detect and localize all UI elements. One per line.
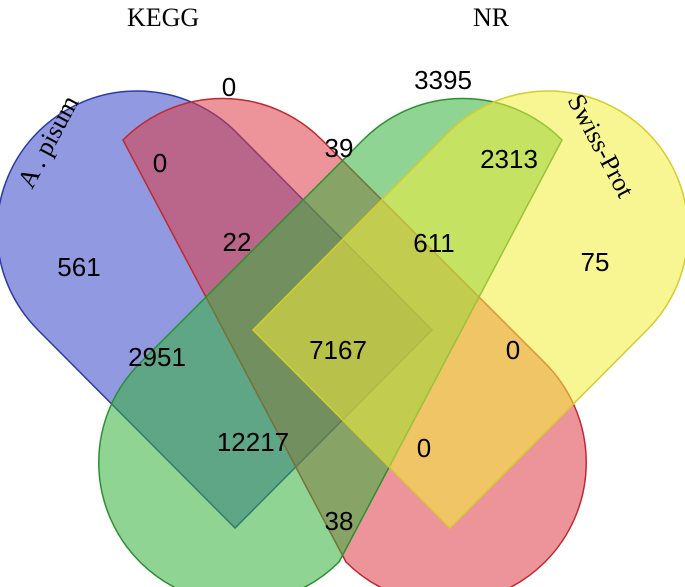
count-swissprot-only: 75 [581,247,610,277]
set-label-kegg: KEGG [127,3,199,32]
count-apisum-only: 561 [57,252,100,282]
set-swissprot-shape [251,90,685,530]
count-apisum-nr: 2951 [128,342,186,372]
count-apisum-kegg-nr: 22 [223,227,252,257]
count-apisum-kegg: 0 [153,148,167,178]
set-shapes [0,90,685,587]
count-nr-only: 3395 [414,65,472,95]
count-kegg-swissprot: 0 [506,335,520,365]
count-kegg-nr: 39 [325,133,354,163]
set-label-nr: NR [473,3,510,32]
count-nr-swissprot: 2313 [480,144,538,174]
count-apisum-swissprot: 38 [325,506,354,536]
count-kegg-only: 0 [222,72,236,102]
count-apisum-nr-swissprot: 12217 [217,427,289,457]
count-all-four: 7167 [309,335,367,365]
count-apisum-kegg-swissprot: 0 [417,433,431,463]
count-kegg-nr-swissprot: 611 [413,228,454,258]
region-counts: 561 0 3395 75 0 39 2313 22 611 2951 7167… [57,65,609,536]
